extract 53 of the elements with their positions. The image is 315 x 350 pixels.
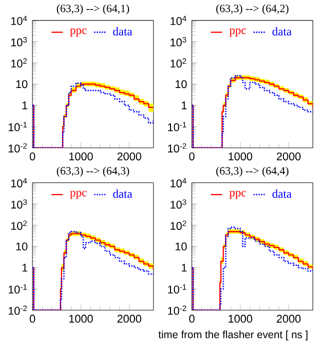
y-tick-label: 10$^{2}$ <box>170 220 186 230</box>
y-tick-label: 10 <box>176 242 187 250</box>
y-tick-label: 10$^{-1}$ <box>168 122 186 132</box>
x-tick-label: 1000 <box>228 314 252 323</box>
x-tick-label: 1000 <box>69 314 93 323</box>
legend-label: data <box>113 190 132 198</box>
y-tick-label: 10$^{2}$ <box>170 58 186 68</box>
x-tick-label: 0 <box>189 152 195 160</box>
y-tick-label: 10$^{3}$ <box>170 199 186 209</box>
y-tick-label: 10$^{3}$ <box>170 37 186 46</box>
chart-title: (63,3) --> (64,4) <box>216 166 289 177</box>
y-tick-label: 10$^{4}$ <box>11 178 28 188</box>
y-tick-label: 10 <box>16 80 28 88</box>
x-tick-label: 2000 <box>276 314 301 323</box>
y-tick-label: 10$^{2}$ <box>11 220 27 230</box>
y-tick-label: 10 <box>16 242 28 250</box>
y-tick-label: 10$^{-1}$ <box>8 284 27 294</box>
x-tick-label: 2000 <box>276 152 301 160</box>
legend-label: data <box>272 27 292 36</box>
x-tick-label: 1000 <box>228 152 252 160</box>
x-tick-label: 0 <box>30 314 36 323</box>
y-tick-label: 1 <box>182 102 187 110</box>
y-tick-label: 1 <box>182 264 187 272</box>
x-tick-label: 2000 <box>118 152 142 160</box>
y-tick-label: 10$^{4}$ <box>170 178 186 188</box>
x-axis-title: time from the flasher event [ ns ] <box>158 330 308 340</box>
y-tick-label: 10$^{-2}$ <box>8 143 27 152</box>
y-tick-label: 1 <box>22 264 28 272</box>
chart-title: (63,3) --> (64,2) <box>216 4 289 14</box>
legend-label: ppc <box>70 190 87 199</box>
y-tick-label: 10$^{2}$ <box>11 58 27 68</box>
chart-title: (63,3) --> (64,1) <box>56 4 130 14</box>
y-tick-label: 10$^{4}$ <box>170 16 186 26</box>
legend-label: ppc <box>230 28 246 37</box>
legend-label: ppc <box>230 190 246 199</box>
y-tick-label: 10$^{-2}$ <box>8 306 27 315</box>
x-tick-label: 0 <box>189 314 195 323</box>
y-tick-label: 10$^{-2}$ <box>168 143 186 152</box>
y-tick-label: 10$^{-1}$ <box>168 284 186 294</box>
y-tick-label: 10$^{3}$ <box>11 199 27 209</box>
legend-label: ppc <box>70 28 87 37</box>
y-tick-label: 10$^{4}$ <box>11 16 28 26</box>
y-tick-label: 1 <box>22 102 28 110</box>
y-tick-label: 10 <box>176 80 187 88</box>
x-tick-label: 1000 <box>69 152 93 160</box>
y-tick-label: 10$^{-2}$ <box>168 306 186 315</box>
chart-title: (63,3) --> (64,3) <box>56 166 130 177</box>
x-tick-label: 0 <box>30 152 36 160</box>
y-tick-label: 10$^{-1}$ <box>8 122 27 132</box>
legend-label: data <box>272 190 292 198</box>
legend-label: data <box>113 27 132 36</box>
x-tick-label: 2000 <box>118 314 142 323</box>
y-tick-label: 10$^{3}$ <box>11 37 27 46</box>
